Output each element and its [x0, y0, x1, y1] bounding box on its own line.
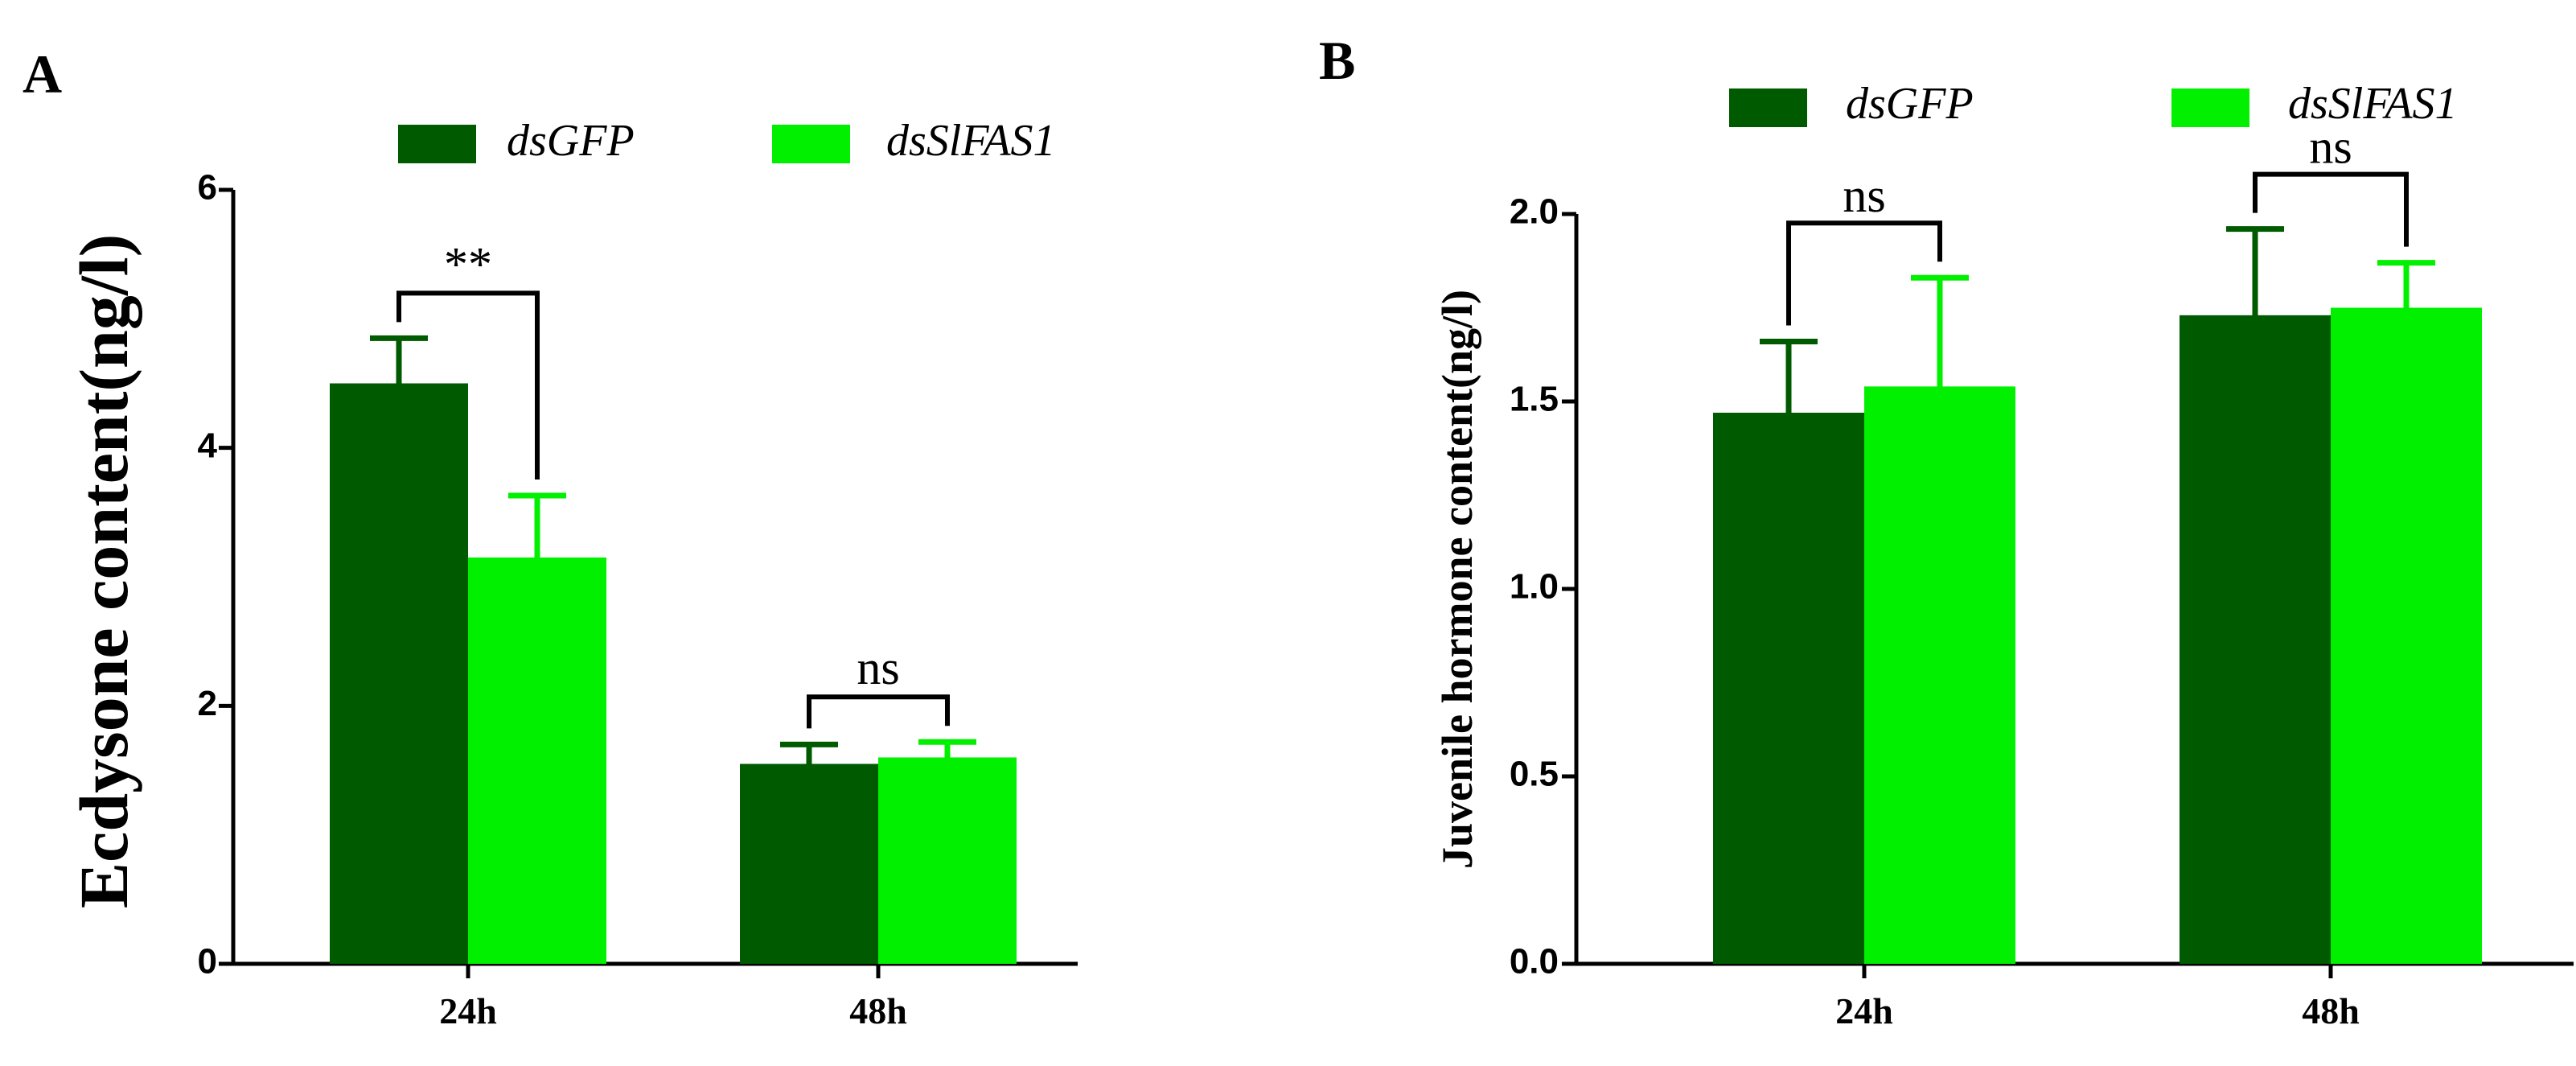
x-tick-label: 48h: [2302, 990, 2360, 1031]
x-tick-label: 24h: [1835, 990, 1893, 1031]
significance-bracket: [807, 694, 950, 729]
legend-a: dsGFP dsSlFAS1: [398, 116, 1056, 166]
legend-swatch-dsgfp-a: [398, 125, 476, 163]
y-tick-label: 0.0: [1510, 942, 1559, 982]
y-tick-label: 0.5: [1510, 755, 1559, 794]
legend-b: dsGFP dsSlFAS1: [1729, 79, 2458, 129]
bar-dsslfas1-48h: [878, 757, 1017, 964]
legend-label-dsslfas1-a: dsSlFAS1: [886, 116, 1056, 166]
y-tick-label: 0: [198, 942, 217, 982]
legend-swatch-dsgfp-b: [1729, 88, 1807, 127]
significance-label: ns: [857, 641, 899, 694]
bar-dsslfas1-24h: [468, 557, 606, 964]
legend-label-dsgfp-b: dsGFP: [1846, 79, 1974, 129]
panel-label-a: A: [23, 43, 62, 105]
x-tick-label: 24h: [439, 990, 497, 1031]
y-tick-label: 1.0: [1510, 567, 1559, 607]
x-tick-label: 48h: [849, 990, 907, 1031]
panel-b: B Juvenile hormone content(ng/l) dsGFP d…: [1319, 30, 2574, 1031]
legend-swatch-dsslfas1-b: [2171, 88, 2249, 127]
y-tick-label: 4: [198, 426, 218, 465]
legend-label-dsgfp-a: dsGFP: [507, 116, 635, 166]
significance-label: **: [444, 237, 492, 290]
legend-label-dsslfas1-b: dsSlFAS1: [2288, 79, 2458, 129]
significance-label: ns: [2309, 121, 2352, 174]
significance-label: ns: [1843, 169, 1885, 222]
bar-dsslfas1-24h: [1864, 386, 2015, 964]
significance-bracket: [396, 290, 540, 479]
y-axis-title-b: Juvenile hormone content(ng/l): [1433, 290, 1481, 869]
significance-bracket: [2253, 171, 2409, 247]
y-tick-label: 6: [198, 168, 217, 208]
bar-dsgfp-48h: [740, 763, 878, 964]
panel-label-b: B: [1319, 30, 1355, 91]
bar-dsslfas1-48h: [2331, 307, 2482, 964]
panel-a: A Ecdysone content(ng/l) dsGFP dsSlFAS1 …: [23, 43, 1078, 1031]
bar-dsgfp-48h: [2180, 315, 2331, 964]
bar-dsgfp-24h: [1713, 412, 1864, 964]
legend-swatch-dsslfas1-a: [772, 125, 850, 163]
plot-area-b: 0.0 0.5 1.0 1.5 2.0 24h ns 48h ns: [1510, 121, 2574, 1031]
y-axis-title-a: Ecdysone content(ng/l): [65, 234, 142, 909]
plot-area-a: 0 2 4 6 24h ** 48h ns: [198, 168, 1078, 1031]
y-tick-label: 2.0: [1510, 192, 1559, 232]
significance-bracket: [1786, 220, 1942, 326]
bar-dsgfp-24h: [330, 383, 468, 964]
y-tick-label: 2: [198, 684, 217, 723]
y-tick-label: 1.5: [1510, 380, 1559, 419]
